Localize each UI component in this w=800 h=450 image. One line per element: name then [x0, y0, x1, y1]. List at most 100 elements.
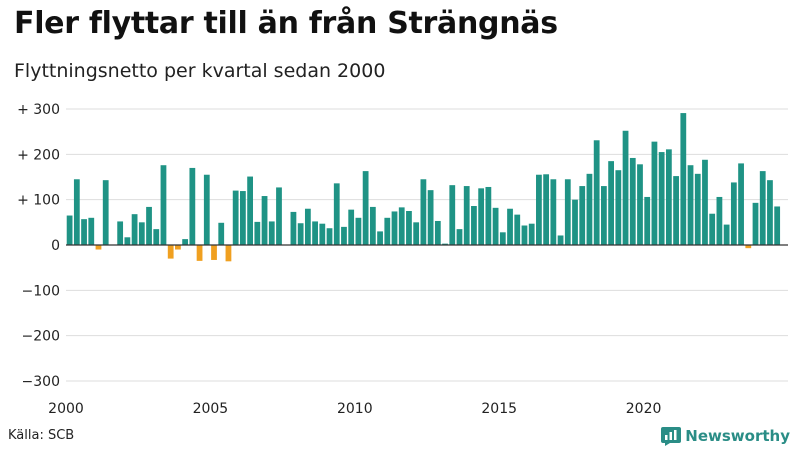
- bar: [767, 180, 773, 245]
- x-tick-label: 2000: [48, 401, 84, 417]
- bar: [745, 245, 752, 249]
- x-tick-label: 2010: [337, 401, 373, 417]
- bar: [586, 173, 593, 245]
- bar: [369, 206, 376, 245]
- bar: [167, 245, 174, 259]
- y-tick-label: 0: [51, 238, 60, 254]
- bar: [499, 232, 506, 245]
- bar: [680, 113, 687, 245]
- bar: [81, 219, 87, 245]
- bar: [88, 217, 95, 245]
- bar: [528, 223, 535, 245]
- bar: [521, 225, 528, 245]
- bar: [637, 164, 643, 245]
- bar: [543, 174, 550, 245]
- bar: [160, 165, 167, 245]
- bar: [702, 159, 708, 245]
- bar: [391, 211, 398, 245]
- brand-name: Newsworthy: [685, 427, 790, 445]
- bar: [138, 222, 145, 245]
- bar: [738, 163, 744, 245]
- bar: [673, 176, 679, 245]
- bar: [384, 217, 391, 245]
- bar: [312, 221, 318, 245]
- bar: [752, 202, 759, 245]
- bar: [644, 196, 651, 245]
- bar: [485, 186, 492, 245]
- bar: [319, 223, 326, 245]
- bar: [694, 173, 701, 245]
- bar: [304, 208, 311, 245]
- chart-title: Fler flyttar till än från Strängnäs: [14, 6, 558, 41]
- bar: [153, 229, 160, 245]
- bar: [615, 170, 622, 245]
- bar: [434, 220, 441, 245]
- bar: [355, 217, 362, 245]
- bar: [377, 231, 383, 245]
- y-tick-label: −200: [22, 329, 60, 345]
- bar: [716, 196, 723, 245]
- bar: [492, 207, 499, 245]
- bar: [348, 209, 355, 245]
- bar: [723, 224, 730, 245]
- chart-subtitle: Flyttningsnetto per kvartal sedan 2000: [14, 60, 386, 82]
- bar: [759, 171, 766, 245]
- bar: [218, 222, 225, 245]
- bar: [658, 152, 665, 245]
- bar: [362, 171, 369, 245]
- bar: [117, 221, 124, 245]
- bar: [774, 206, 781, 245]
- x-tick-label: 2015: [481, 401, 517, 417]
- bar: [622, 130, 629, 245]
- bar: [131, 214, 138, 245]
- bar: [406, 211, 412, 245]
- bar: [449, 185, 456, 245]
- bar: [95, 245, 102, 250]
- bar: [550, 179, 557, 245]
- bar: [189, 167, 196, 245]
- bar: [579, 186, 586, 245]
- bar: [297, 223, 304, 245]
- bar: [593, 140, 600, 245]
- bar: [290, 211, 297, 245]
- y-tick-label: −300: [22, 374, 60, 390]
- bar: [730, 182, 737, 245]
- bar: [629, 157, 636, 245]
- bar: [427, 190, 434, 245]
- y-tick-label: + 200: [17, 147, 60, 163]
- source-note: Källa: SCB: [8, 428, 75, 443]
- x-tick-label: 2020: [626, 401, 662, 417]
- bar: [276, 187, 282, 245]
- bar: [651, 141, 658, 245]
- bar: [254, 221, 261, 245]
- bar: [268, 221, 275, 245]
- bar: [478, 188, 485, 245]
- bar: [225, 245, 232, 262]
- bar: [463, 186, 470, 245]
- bar: [398, 207, 405, 245]
- bar: [413, 222, 420, 245]
- y-tick-label: −100: [22, 283, 60, 299]
- bar: [203, 174, 210, 245]
- bar: [232, 190, 239, 245]
- bar: [73, 179, 80, 245]
- bar: [333, 183, 340, 245]
- bar: [514, 214, 521, 245]
- bar: [420, 179, 427, 245]
- bar: [536, 174, 542, 245]
- bar: [124, 237, 131, 245]
- bar: [471, 206, 477, 245]
- bar: [146, 206, 152, 245]
- brand-logo[interactable]: Newsworthy: [661, 426, 790, 446]
- bar: [687, 165, 694, 245]
- bar: [182, 239, 189, 245]
- bar: [102, 180, 109, 245]
- x-tick-label: 2005: [193, 401, 229, 417]
- newsworthy-logo-icon: [661, 426, 682, 446]
- y-tick-label: + 100: [17, 193, 60, 209]
- bar: [66, 215, 73, 245]
- bar: [557, 235, 564, 245]
- bar: [341, 226, 347, 245]
- bar: [326, 228, 333, 245]
